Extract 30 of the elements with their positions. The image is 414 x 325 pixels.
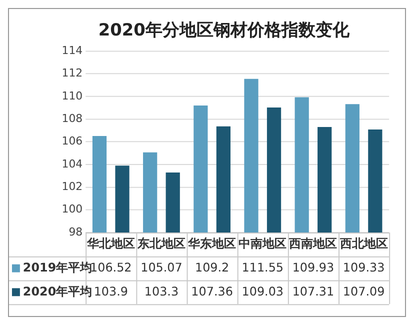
- x-tick-label: 西南地区: [288, 236, 338, 251]
- data-label: 107.31: [292, 284, 334, 298]
- x-tick-label: 西北地区: [338, 236, 388, 251]
- data-label: 109.33: [342, 260, 385, 274]
- data-label: 103.3: [144, 284, 179, 298]
- legend-label: 2019年平均: [22, 260, 92, 274]
- data-label: 107.09: [342, 284, 385, 298]
- x-tick-label: 东北地区: [136, 236, 186, 251]
- y-tick-label: 114: [62, 44, 83, 57]
- legend-label: 2020年平均: [22, 284, 92, 298]
- data-label: 106.52: [90, 260, 132, 274]
- y-tick-label: 112: [62, 66, 83, 80]
- x-tick-label: 中南地区: [238, 236, 287, 251]
- y-tick-label: 106: [62, 134, 83, 148]
- data-label: 105.07: [140, 260, 182, 274]
- data-label: 103.9: [94, 284, 128, 298]
- data-label: 109.93: [292, 260, 334, 274]
- data-label: 109.2: [194, 260, 230, 274]
- data-label: 111.55: [242, 260, 284, 274]
- data-label: 109.03: [242, 284, 284, 298]
- data-label: 107.36: [191, 284, 233, 298]
- x-tick-label: 华东地区: [187, 236, 236, 251]
- y-tick-label: 108: [62, 112, 83, 125]
- chart-title: 2020年分地区钢材价格指数变化: [98, 19, 351, 40]
- y-tick-label: 110: [62, 89, 83, 102]
- y-tick-label: 102: [62, 180, 83, 194]
- y-tick-label: 104: [62, 157, 83, 170]
- y-tick-label: 100: [62, 202, 83, 216]
- x-tick-label: 华北地区: [86, 236, 135, 251]
- y-tick-label: 98: [68, 225, 83, 238]
